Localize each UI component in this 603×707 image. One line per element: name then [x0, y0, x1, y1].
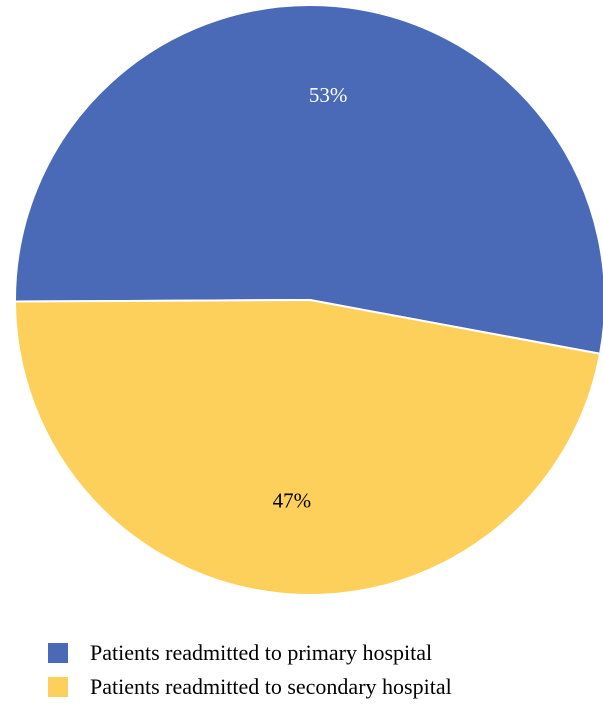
legend-label-primary: Patients readmitted to primary hospital — [90, 640, 433, 665]
legend-swatch-primary — [48, 643, 68, 663]
slice-secondary — [13, 298, 602, 596]
pie-chart: 53% 47% — [13, 4, 603, 596]
slice-primary — [14, 4, 603, 355]
legend: Patients readmitted to primary hospital … — [48, 636, 452, 704]
legend-swatch-secondary — [48, 677, 68, 697]
legend-item-secondary: Patients readmitted to secondary hospita… — [48, 670, 452, 704]
legend-item-primary: Patients readmitted to primary hospital — [48, 636, 452, 670]
slice-label-primary: 53% — [309, 83, 348, 107]
slice-label-secondary: 47% — [273, 489, 312, 513]
legend-label-secondary: Patients readmitted to secondary hospita… — [90, 674, 452, 699]
